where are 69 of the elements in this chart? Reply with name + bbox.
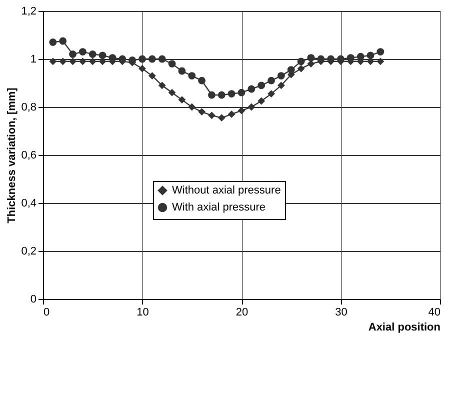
legend-label: Without axial pressure	[172, 184, 281, 196]
point	[258, 97, 266, 105]
y-tick-label: 0,2	[21, 246, 36, 258]
point	[138, 64, 146, 72]
point	[268, 90, 275, 98]
point	[376, 58, 384, 66]
x-tick-label: 20	[236, 306, 248, 318]
point	[198, 108, 206, 116]
point	[88, 58, 96, 66]
point	[178, 67, 186, 75]
point	[59, 37, 67, 45]
point	[188, 103, 196, 111]
point	[346, 54, 354, 62]
y-tick-label: 1,2	[21, 6, 36, 18]
point	[49, 38, 57, 46]
x-tick-label: 10	[136, 306, 149, 318]
point	[228, 110, 236, 118]
point	[268, 76, 275, 84]
point	[178, 96, 186, 104]
point	[297, 64, 305, 72]
point	[158, 55, 166, 63]
point	[168, 60, 176, 68]
point	[168, 88, 176, 96]
x-tick-label: 40	[428, 306, 440, 318]
point	[188, 72, 196, 80]
point	[287, 66, 295, 74]
point	[218, 91, 226, 99]
point	[218, 114, 226, 122]
point	[148, 72, 156, 80]
point	[238, 88, 246, 96]
point	[78, 58, 86, 66]
point	[59, 58, 67, 66]
point	[248, 103, 256, 111]
point	[366, 52, 374, 60]
y-tick-label: 0,8	[21, 102, 36, 114]
point	[277, 72, 285, 80]
point	[138, 55, 146, 63]
point	[158, 82, 166, 90]
point	[307, 60, 315, 68]
point	[98, 52, 106, 60]
point	[69, 50, 76, 58]
y-tick-label: 0	[30, 294, 36, 306]
point	[297, 58, 305, 66]
y-tick-label: 0,4	[21, 198, 36, 210]
legend-label: With axial pressure	[172, 202, 266, 214]
point	[208, 91, 216, 99]
point	[208, 112, 216, 120]
x-tick-label: 0	[44, 306, 50, 318]
point	[49, 58, 57, 66]
point	[148, 55, 156, 63]
point	[277, 82, 285, 90]
point	[88, 50, 96, 58]
point	[228, 90, 236, 98]
point	[198, 76, 206, 84]
x-tick-label: 30	[335, 306, 348, 318]
x-axis-title: Axial position	[368, 322, 441, 334]
point	[376, 48, 384, 56]
y-tick-label: 1	[30, 54, 36, 66]
point	[98, 58, 106, 66]
point	[307, 54, 315, 62]
y-tick-label: 0,6	[21, 150, 36, 162]
y-axis-title: Thickness variation, [mm]	[6, 87, 18, 224]
point	[238, 106, 246, 114]
point	[69, 58, 76, 66]
point	[248, 85, 256, 93]
point	[258, 82, 266, 90]
point	[366, 58, 374, 66]
point	[108, 54, 116, 62]
point	[78, 48, 86, 56]
